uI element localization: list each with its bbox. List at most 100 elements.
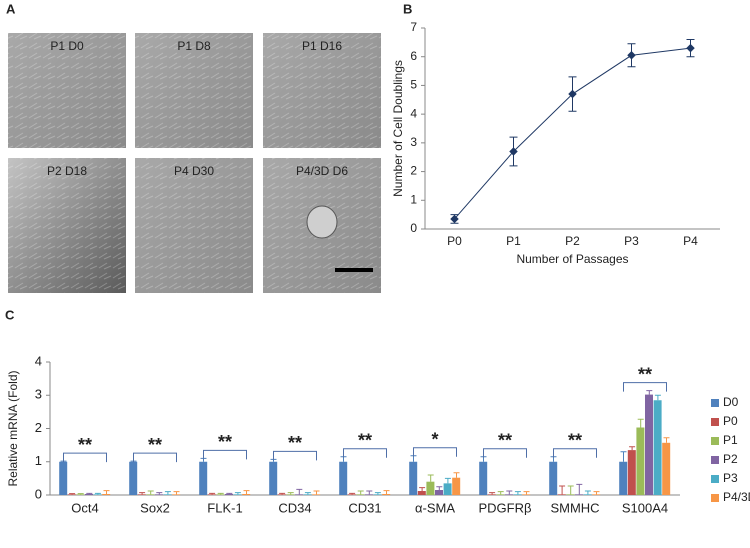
legend-label: P1 xyxy=(723,433,738,447)
bar xyxy=(583,494,592,495)
bar xyxy=(76,494,85,495)
error-bar xyxy=(620,451,627,462)
y-tick-label: 1 xyxy=(35,453,42,468)
significance: ** xyxy=(568,431,582,451)
bar xyxy=(356,494,365,495)
bar xyxy=(373,494,382,495)
bar xyxy=(575,494,583,495)
error-bar xyxy=(77,493,84,495)
micrograph-label: P1 D0 xyxy=(50,39,84,53)
x-tick-label: P2 xyxy=(565,234,580,248)
error-bar xyxy=(304,492,311,495)
x-tick-label: P3 xyxy=(624,234,639,248)
error-bar xyxy=(147,490,154,495)
error-bar xyxy=(217,492,224,495)
bar xyxy=(382,494,391,495)
bar xyxy=(102,494,111,495)
bar xyxy=(487,494,496,495)
error-bar xyxy=(383,490,390,495)
bar xyxy=(146,494,155,495)
bar xyxy=(155,494,163,495)
panel-label: A xyxy=(6,1,16,16)
error-bar xyxy=(103,490,110,495)
y-tick-label: 3 xyxy=(35,387,42,402)
bar xyxy=(417,491,426,495)
error-bar xyxy=(436,486,443,491)
error-bar xyxy=(357,490,364,495)
legend-label: P2 xyxy=(723,452,738,466)
bar xyxy=(339,461,348,495)
error-bar xyxy=(366,490,373,495)
bar xyxy=(653,400,662,495)
error-bar xyxy=(453,472,460,478)
bar xyxy=(522,494,531,495)
x-tick-label: P1 xyxy=(506,234,521,248)
legend-swatch xyxy=(711,418,719,426)
bar xyxy=(207,494,216,495)
significance: ** xyxy=(498,431,512,451)
bar xyxy=(233,494,242,495)
error-bar xyxy=(209,492,216,495)
significance: ** xyxy=(638,364,652,384)
micrograph-label: P2 D18 xyxy=(47,164,87,178)
x-tick-label: SMMHC xyxy=(550,500,599,515)
error-bar xyxy=(567,485,574,495)
error-bar xyxy=(173,491,180,495)
bar xyxy=(452,477,461,495)
bar xyxy=(636,427,645,495)
bar xyxy=(592,494,601,495)
error-bar xyxy=(94,492,101,495)
error-bar xyxy=(279,492,286,495)
error-bar xyxy=(419,487,426,492)
error-bar xyxy=(226,492,233,495)
x-tick-label: PDGFRβ xyxy=(479,500,532,515)
x-tick-label: S100A4 xyxy=(622,500,668,515)
error-bar xyxy=(427,474,434,482)
bar xyxy=(365,494,373,495)
error-bar xyxy=(559,485,566,495)
bar xyxy=(443,483,452,495)
bar xyxy=(426,481,435,495)
bar xyxy=(269,461,278,495)
error-bar xyxy=(374,492,381,495)
micrograph-label: P4 D30 xyxy=(174,164,214,178)
micrograph-texture xyxy=(135,158,253,293)
y-tick-label: 0 xyxy=(410,221,417,235)
error-bar xyxy=(156,492,163,495)
bar xyxy=(347,494,356,495)
bar xyxy=(199,461,208,495)
x-tick-label: Oct4 xyxy=(71,500,98,515)
bar xyxy=(619,461,628,495)
error-bar xyxy=(523,491,530,495)
bar xyxy=(295,494,303,495)
significance-bracket xyxy=(63,452,107,463)
bar xyxy=(163,494,172,495)
y-axis-label: Relative mRNA (Fold) xyxy=(6,370,20,486)
panel-label: B xyxy=(403,1,412,16)
bar xyxy=(93,494,102,495)
sphere xyxy=(306,205,338,239)
error-bar xyxy=(629,446,636,451)
micrograph-label: P1 D8 xyxy=(177,39,211,53)
bar xyxy=(505,494,513,495)
bar xyxy=(513,494,522,495)
y-tick-label: 4 xyxy=(410,106,417,120)
y-tick-label: 2 xyxy=(35,420,42,435)
error-bar xyxy=(444,477,451,484)
bar xyxy=(645,394,653,495)
marker xyxy=(686,43,695,53)
y-axis-label: Number of Cell Doublings xyxy=(391,60,405,197)
bar xyxy=(67,494,76,495)
error-bar xyxy=(139,492,146,495)
significance-bracket xyxy=(343,448,387,458)
legend-label: P0 xyxy=(723,414,738,428)
bar xyxy=(59,461,68,495)
error-bar xyxy=(576,483,583,495)
bar xyxy=(137,494,146,495)
error-bar xyxy=(296,488,303,495)
significance: ** xyxy=(218,432,232,452)
legend-label: P4/3D xyxy=(723,490,750,504)
significance-bracket xyxy=(273,450,317,461)
significance-bracket xyxy=(413,447,457,457)
y-tick-label: 5 xyxy=(410,78,417,92)
